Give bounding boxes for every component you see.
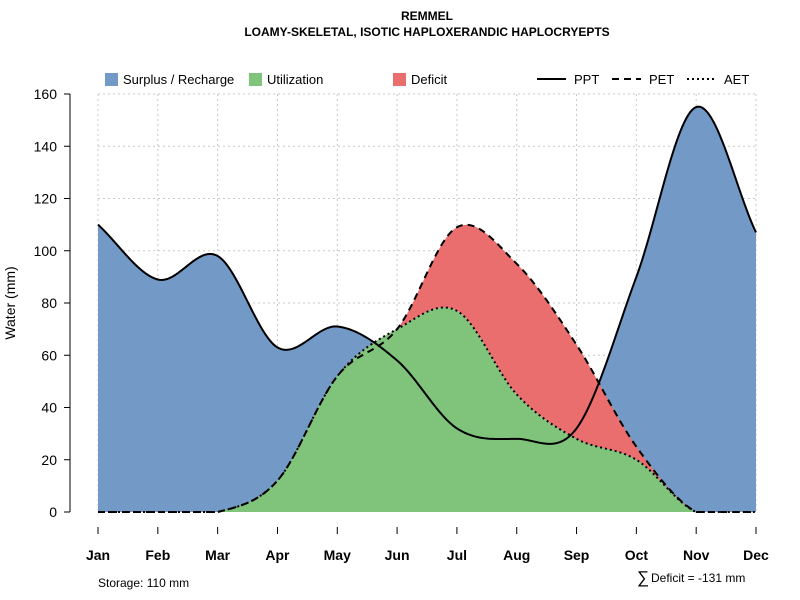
sum-symbol: ∑: [637, 568, 649, 587]
x-tick-label: Sep: [564, 547, 590, 563]
x-tick-label: Nov: [683, 547, 710, 563]
x-tick-label: Jul: [447, 547, 467, 563]
chart-subtitle: LOAMY-SKELETAL, ISOTIC HAPLOXERANDIC HAP…: [244, 25, 609, 39]
plot-lines: [97, 105, 757, 513]
legend-label-pet: PET: [649, 72, 674, 87]
plot-areas: [98, 106, 756, 512]
legend: Surplus / Recharge Utilization Deficit P…: [105, 72, 749, 87]
y-tick-label: 140: [34, 138, 58, 154]
x-tick-label: Apr: [265, 547, 290, 563]
legend-label-surplus: Surplus / Recharge: [123, 72, 234, 87]
y-tick-label: 80: [41, 295, 57, 311]
x-tick-label: May: [324, 547, 351, 563]
deficit-note: Deficit = -131 mm: [651, 571, 745, 585]
y-tick-label: 0: [49, 504, 57, 520]
chart-title: REMMEL: [401, 9, 453, 23]
y-axis-label: Water (mm): [2, 266, 18, 339]
y-tick-label: 120: [34, 191, 58, 207]
legend-swatch-surplus: [105, 73, 118, 86]
legend-label-ppt: PPT: [574, 72, 599, 87]
y-tick-label: 40: [41, 400, 57, 416]
utilization-area: [98, 307, 756, 512]
y-tick-label: 100: [34, 243, 58, 259]
x-tick-label: Dec: [743, 547, 769, 563]
x-tick-label: Feb: [145, 547, 170, 563]
series-line-ppt: [97, 105, 757, 445]
series-line-aet: [98, 306, 756, 513]
legend-label-aet: AET: [724, 72, 749, 87]
y-tick-label: 20: [41, 452, 57, 468]
legend-label-utilization: Utilization: [267, 72, 323, 87]
y-tick-label: 60: [41, 347, 57, 363]
storage-note: Storage: 110 mm: [98, 576, 189, 590]
x-tick-label: Jun: [385, 547, 410, 563]
y-tick-label: 160: [34, 86, 58, 102]
x-tick-label: Mar: [205, 547, 230, 563]
axes: 0 20 40 60 80 100 120 140 160 Jan Feb Mar Apr May Jun J…: [34, 86, 769, 563]
legend-label-deficit: Deficit: [411, 72, 448, 87]
legend-swatch-utilization: [249, 73, 262, 86]
legend-swatch-deficit: [393, 73, 406, 86]
series-line-pet: [98, 223, 756, 513]
x-tick-label: Aug: [503, 547, 530, 563]
x-tick-label: Jan: [86, 547, 110, 563]
deficit-area: [98, 224, 756, 512]
x-tick-label: Oct: [625, 547, 649, 563]
